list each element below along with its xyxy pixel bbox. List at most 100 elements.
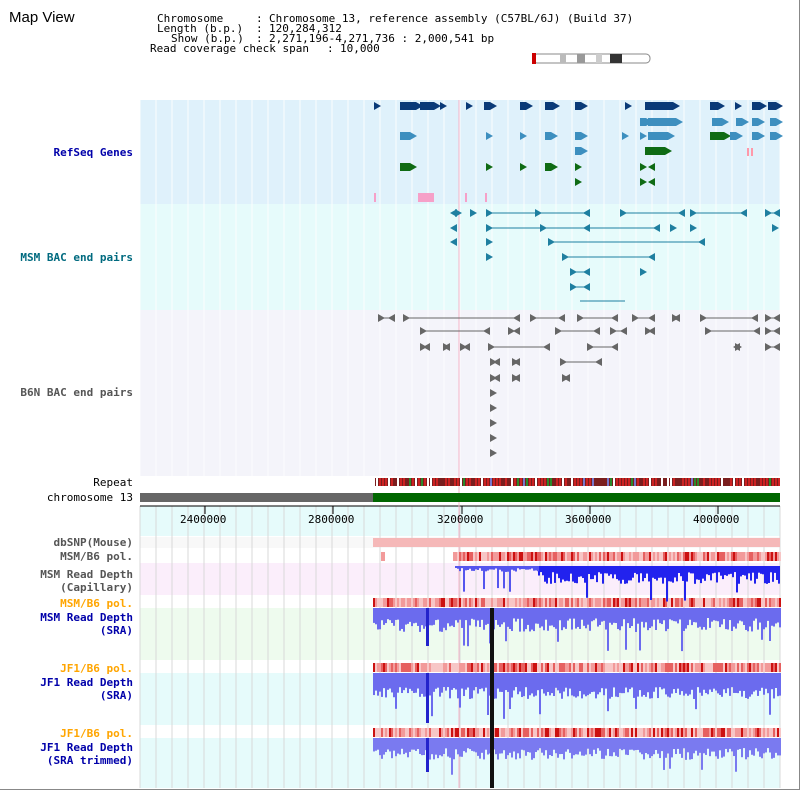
jf1-trim-depth-bar [411, 738, 413, 750]
msm-b6-pol-cell [515, 552, 517, 561]
msm-sra-depth-bar [595, 608, 597, 619]
jf1-sra-depth-bar [737, 673, 739, 694]
jf1-b6-pol-cell [615, 663, 617, 672]
msm-b6-pol-cell [723, 552, 725, 561]
msm-cap-depth-bar [764, 566, 766, 584]
msm-cap-depth-bar [592, 566, 594, 580]
jf1-trim-depth-bar [469, 738, 471, 750]
msm-cap-depth-bar [495, 566, 497, 569]
jf1-trim-depth-bar [657, 738, 659, 754]
jf1-b6-pol-cell [733, 663, 735, 672]
track-label-msm-bac[interactable]: MSM BAC end pairs [20, 251, 133, 264]
msm-cap-depth-bar [461, 566, 463, 569]
jf1-sra-depth-bar [773, 673, 775, 699]
jf1-sra-depth-bar [669, 673, 671, 698]
jf1-b6-pol-cell [641, 728, 643, 737]
msm-sra-depth-bar [607, 608, 609, 651]
msm-sra-depth-bar [631, 608, 633, 627]
jf1-b6-pol-cell [405, 663, 407, 672]
msm-b6-pol-cell [543, 552, 545, 561]
jf1-trim-depth-bar [665, 738, 667, 758]
msm-sra-depth-bar [673, 608, 675, 622]
track-label-jf1-depth-sra-1[interactable]: JF1 Read Depth [40, 676, 133, 689]
msm-sra-depth-bar [653, 608, 655, 620]
track-label-jf1-b6-pol-2[interactable]: JF1/B6 pol. [60, 727, 133, 740]
track-label-msm-depth-cap-1[interactable]: MSM Read Depth [40, 568, 133, 581]
jf1-b6-pol-cell [633, 663, 635, 672]
msm-cap-depth-bar [720, 566, 722, 576]
repeat-stripe [739, 478, 741, 486]
msm-cap-depth-bar [479, 566, 481, 569]
jf1-sra-depth-bar [745, 673, 747, 699]
repeat-stripe [385, 478, 387, 486]
jf1-sra-depth-bar [651, 673, 653, 699]
jf1-sra-depth-bar [399, 673, 401, 688]
msm-b6-pol-cell [459, 598, 461, 607]
track-label-msm-b6-pol-1[interactable]: MSM/B6 pol. [60, 550, 133, 563]
msm-sra-depth-bar [529, 608, 531, 632]
msm-b6-pol-cell [551, 552, 553, 561]
jf1-b6-pol-cell [717, 728, 719, 737]
jf1-b6-pol-cell [499, 663, 501, 672]
msm-cap-depth-bar [598, 566, 600, 573]
jf1-sra-depth-bar [413, 673, 415, 693]
jf1-b6-pol-cell [421, 663, 423, 672]
jf1-trim-depth-bar [749, 738, 751, 751]
jf1-b6-pol-cell [497, 663, 499, 672]
jf1-b6-pol-cell [609, 663, 611, 672]
jf1-b6-pol-cell [589, 663, 591, 672]
gene-block [520, 102, 526, 110]
msm-cap-depth-bar [770, 566, 772, 573]
jf1-trim-depth-bar [687, 738, 689, 753]
track-label-jf1-b6-pol-1[interactable]: JF1/B6 pol. [60, 662, 133, 675]
jf1-trim-depth-bar [649, 738, 651, 759]
msm-b6-pol-cell [777, 598, 779, 607]
jf1-trim-depth-bar [751, 738, 753, 755]
track-label-jf1-depth-trim-1[interactable]: JF1 Read Depth [40, 741, 133, 754]
msm-cap-depth-bar [634, 566, 636, 573]
gene-arrow [575, 163, 582, 171]
jf1-sra-depth-bar [561, 673, 563, 699]
msm-b6-pol-cell [709, 598, 711, 607]
jf1-b6-pol-cell [705, 663, 707, 672]
jf1-sra-depth-bar [585, 673, 587, 697]
msm-cap-depth-bar [537, 566, 539, 572]
msm-sra-depth-bar [621, 608, 623, 627]
jf1-trim-depth-bar [535, 738, 537, 753]
msm-cap-depth-bar [501, 566, 503, 572]
jf1-sra-depth-bar [501, 673, 503, 692]
jf1-sra-depth-bar [401, 673, 403, 693]
gene-arrow [625, 102, 632, 110]
msm-b6-pol-cell [491, 552, 493, 561]
jf1-b6-pol-cell [463, 663, 465, 672]
msm-b6-pol-cell [657, 598, 659, 607]
track-label-b6n-bac[interactable]: B6N BAC end pairs [20, 386, 133, 399]
jf1-sra-depth-bar [723, 673, 725, 690]
jf1-b6-pol-cell [447, 663, 449, 672]
jf1-b6-pol-cell [575, 728, 577, 737]
track-label-msm-depth-sra-1[interactable]: MSM Read Depth [40, 611, 133, 624]
jf1-sra-depth-bar [645, 673, 647, 697]
msm-b6-pol-cell [497, 552, 499, 561]
jf1-trim-depth-bar [391, 738, 393, 759]
track-label-dbsnp[interactable]: dbSNP(Mouse) [53, 536, 133, 549]
show-sep: : [256, 32, 263, 45]
track-label-refseq[interactable]: RefSeq Genes [53, 146, 133, 159]
msm-b6-pol-cell [459, 552, 461, 561]
msm-b6-pol-cell [621, 598, 623, 607]
msm-cap-depth-bar [630, 566, 632, 581]
jf1-sra-depth-bar [411, 673, 413, 691]
jf1-trim-depth-bar [505, 738, 507, 759]
msm-b6-pol-cell [471, 552, 473, 561]
jf1-b6-pol-cell [573, 663, 575, 672]
jf1-sra-depth-bar [655, 673, 657, 688]
msm-cap-depth-bar [578, 566, 580, 577]
jf1-trim-depth-bar [501, 738, 503, 754]
msm-b6-pol-cell [607, 552, 609, 561]
gene-arrow [668, 132, 675, 140]
msm-b6-pol-cell [525, 598, 527, 607]
jf1-trim-depth-bar [757, 738, 759, 752]
track-label-msm-b6-pol-2[interactable]: MSM/B6 pol. [60, 597, 133, 610]
track-label-msm-depth-cap-2: (Capillary) [60, 581, 133, 594]
